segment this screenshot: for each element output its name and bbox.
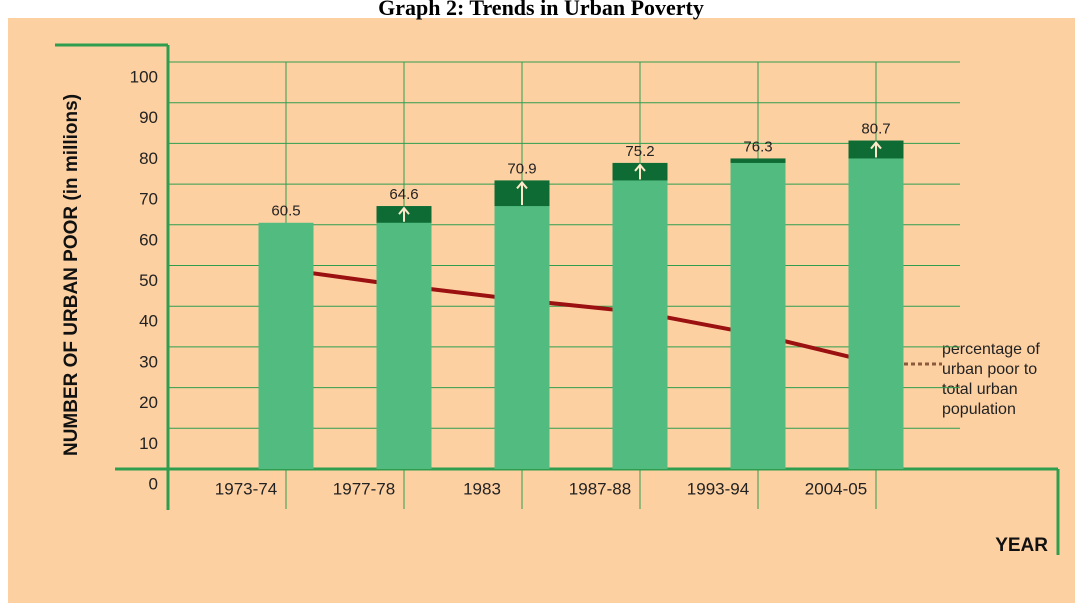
arrow [634, 163, 646, 172]
y-tick-label: 60 [139, 230, 158, 249]
y-tick-label: 10 [139, 434, 158, 453]
value-label: 64.6 [389, 186, 418, 203]
y-tick-label: 90 [139, 108, 158, 127]
x-tick-label: 2004-05 [805, 479, 867, 498]
bar [494, 180, 550, 469]
y-tick-label: 100 [130, 67, 158, 86]
arrow [516, 180, 528, 190]
x-tick-label: 1977-78 [333, 479, 395, 498]
line-legend-text: percentage of urban poor to total urban … [942, 341, 1040, 418]
x-axis-label: YEAR [995, 535, 1048, 556]
value-label: 76.3 [743, 138, 772, 155]
bar [376, 206, 432, 469]
line-legend: percentage of urban poor to total urban … [942, 341, 1040, 418]
y-tick-label: 80 [139, 149, 158, 168]
y-tick-label: 40 [139, 312, 158, 331]
bar [848, 140, 904, 469]
x-tick-label: 1973-74 [215, 479, 277, 498]
x-tick-label: 1983 [463, 479, 501, 498]
bar [730, 158, 786, 470]
arrow [870, 140, 882, 150]
y-tick-label: 0 [149, 474, 158, 493]
y-tick-label: 50 [139, 271, 158, 290]
x-tick-label: 1987-88 [569, 479, 631, 498]
y-axis-label: NUMBER OF URBAN POOR (in millions) [61, 94, 82, 456]
arrow [398, 206, 410, 215]
value-label: 80.7 [861, 121, 890, 138]
value-label: 70.9 [507, 160, 536, 177]
x-tick-label: 1993-94 [687, 479, 749, 498]
value-label: 75.2 [625, 143, 654, 160]
bar-increase [730, 158, 786, 163]
bar [258, 222, 314, 469]
y-tick-label: 70 [139, 190, 158, 209]
bar [612, 162, 668, 469]
y-tick-label: 20 [139, 393, 158, 412]
y-tick-label: 30 [139, 352, 158, 371]
chart-title: Graph 2: Trends in Urban Poverty [378, 0, 704, 20]
value-label: 60.5 [271, 203, 300, 220]
